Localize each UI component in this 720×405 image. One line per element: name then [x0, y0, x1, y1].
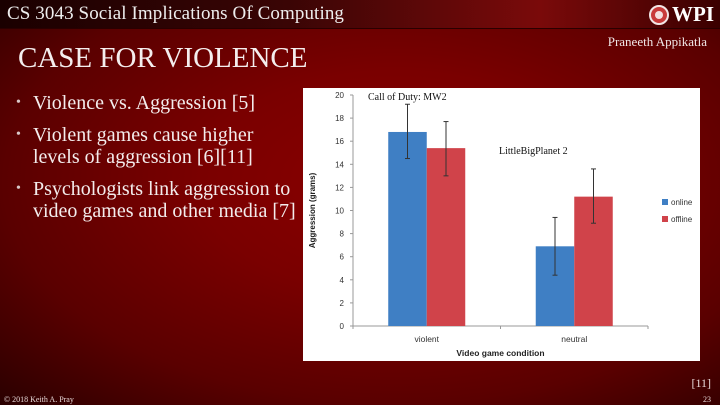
legend-swatch-online: [662, 199, 668, 205]
legend-label-online: online: [671, 198, 693, 207]
y-tick-label: 8: [340, 230, 345, 239]
annotation-violent: Call of Duty: MW2: [368, 92, 447, 103]
bar-chart: 0 2 4 6 8 10 12 14 16 18 20 violent neutral Video gam…: [303, 88, 700, 361]
y-tick-label: 14: [335, 160, 344, 169]
y-tick-label: 10: [335, 207, 344, 216]
y-tick-label: 6: [340, 253, 345, 262]
author-name: Praneeth Appikatla: [607, 34, 707, 49]
citation: [11]: [691, 376, 711, 390]
bar-offline-violent: [426, 148, 466, 326]
wpi-logo: WPI: [649, 2, 714, 27]
bar-online-violent: [388, 131, 427, 326]
y-tick-label: 20: [335, 91, 344, 100]
course-title: CS 3043 Social Implications Of Computing: [7, 3, 345, 24]
bullet-item: Violent games cause higher levels of agg…: [14, 124, 299, 168]
x-tick-label: violent: [414, 334, 439, 344]
y-tick-label: 4: [340, 276, 345, 285]
page-number: 23: [703, 395, 711, 404]
x-tick-label: neutral: [561, 334, 587, 344]
slide-title: CASE FOR VIOLENCE: [18, 42, 308, 74]
copyright: © 2018 Keith A. Pray: [4, 395, 74, 404]
header-bar: CS 3043 Social Implications Of Computing…: [0, 0, 720, 29]
bullet-item: Psychologists link aggression to video g…: [14, 178, 299, 222]
chart-canvas: 0 2 4 6 8 10 12 14 16 18 20 violent neutral Video gam…: [308, 91, 693, 358]
y-tick-label: 18: [335, 114, 344, 123]
annotation-neutral: LittleBigPlanet 2: [499, 146, 568, 157]
legend-label-offline: offline: [671, 215, 693, 224]
bullet-list: Violence vs. Aggression [5] Violent game…: [14, 92, 299, 232]
x-axis-title: Video game condition: [456, 348, 544, 358]
legend-swatch-offline: [662, 216, 668, 222]
bullet-item: Violence vs. Aggression [5]: [14, 92, 299, 114]
logo-text: WPI: [672, 2, 714, 26]
y-tick-label: 2: [340, 299, 345, 308]
y-tick-label: 16: [335, 137, 344, 146]
y-tick-label: 0: [340, 322, 345, 331]
y-axis-title: Aggression (grams): [308, 172, 317, 248]
y-tick-label: 12: [335, 183, 344, 192]
wpi-seal-icon: [649, 4, 669, 25]
